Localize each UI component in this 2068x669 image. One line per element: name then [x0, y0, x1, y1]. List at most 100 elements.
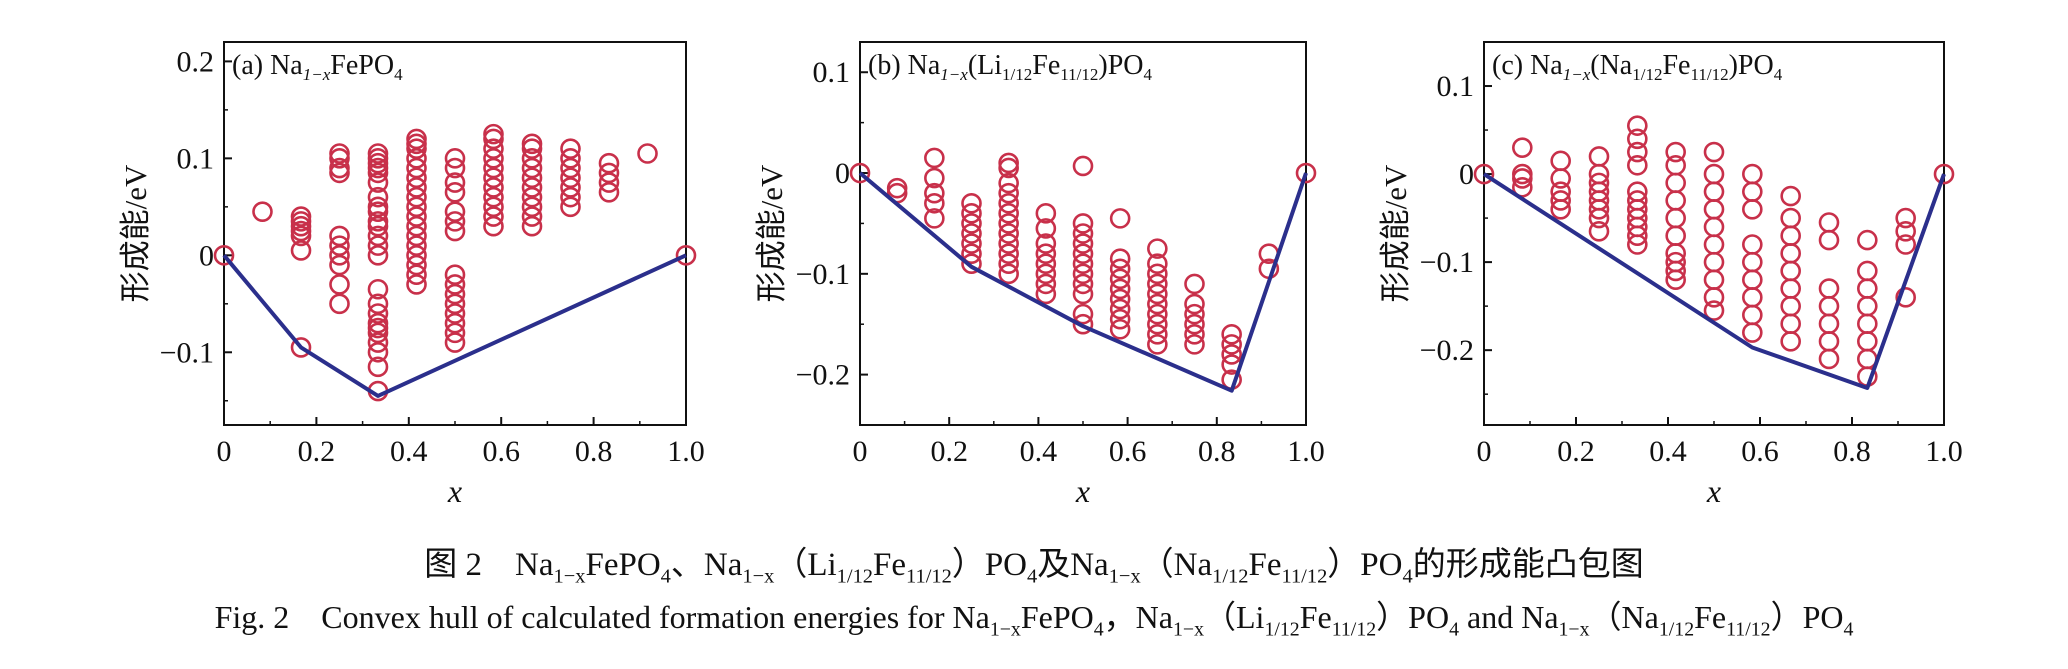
caption-cn-subscript: 1/12	[836, 565, 874, 588]
data-point	[444, 322, 466, 344]
data-point	[1742, 163, 1763, 185]
data-point	[560, 157, 581, 179]
caption-cn-text: 的形成能凸包图	[1412, 547, 1644, 583]
data-point	[1109, 248, 1131, 269]
data-point	[406, 157, 427, 179]
data-point	[444, 332, 466, 353]
caption-en-text: and Na	[1459, 599, 1559, 635]
data-point	[406, 138, 427, 159]
data-point	[1742, 181, 1763, 202]
data-point	[1035, 233, 1057, 254]
data-point	[560, 148, 581, 169]
data-point	[1072, 263, 1094, 285]
data-point	[598, 172, 620, 193]
data-point	[444, 181, 466, 203]
data-point	[521, 196, 543, 218]
data-point	[367, 341, 389, 363]
data-point	[998, 263, 1019, 285]
data-point	[1818, 295, 1840, 317]
data-point	[998, 172, 1019, 194]
x-tick-label: 0	[217, 435, 232, 468]
data-point	[1147, 283, 1168, 305]
data-point	[1780, 313, 1801, 335]
data-point	[521, 138, 543, 159]
data-point	[406, 245, 427, 266]
data-point	[406, 215, 427, 237]
data-point	[849, 162, 871, 184]
data-point	[1665, 225, 1686, 247]
data-point	[329, 225, 350, 247]
figure-caption-chinese: 图 2 Na1−xFePO4、Na1−x（Li1/12Fe11/12）PO4及N…	[0, 537, 2068, 589]
caption-cn-text: ）PO	[951, 547, 1027, 583]
data-point	[367, 303, 389, 324]
data-point	[961, 213, 982, 234]
data-point	[1818, 313, 1840, 335]
data-point	[444, 274, 466, 295]
caption-cn-text: （Na	[1140, 547, 1213, 583]
x-axis-label: x	[447, 473, 462, 509]
data-point	[924, 147, 945, 169]
x-tick-label: 0.4	[390, 435, 428, 468]
y-tick-label: −0.1	[160, 336, 214, 369]
data-point	[483, 196, 504, 218]
data-point	[252, 201, 273, 222]
chart-panel-1: 0 0.2 0.4 0.6 0.8 1.0 0.1 0 −0.1 −0.2 x 形成能/eV (b) N…	[754, 41, 1325, 509]
data-point	[444, 312, 466, 334]
data-point	[444, 157, 466, 179]
data-point	[1857, 295, 1878, 317]
data-point	[1147, 293, 1168, 315]
x-axis-label: x	[1706, 473, 1721, 509]
data-point	[1703, 300, 1725, 321]
caption-cn-subscript: 11/12	[1281, 565, 1328, 588]
data-point	[1703, 216, 1725, 238]
data-point	[1818, 229, 1840, 251]
data-point	[329, 148, 350, 169]
convex-hull-line	[1482, 172, 1946, 390]
caption-en-text: Fe	[1299, 599, 1332, 635]
data-point	[1473, 163, 1495, 185]
data-point	[1780, 278, 1801, 299]
data-point	[560, 138, 581, 159]
data-point	[998, 213, 1019, 234]
data-point	[998, 157, 1019, 179]
data-point	[924, 167, 945, 189]
data-point	[598, 181, 620, 203]
data-point	[444, 211, 466, 232]
data-point	[290, 240, 312, 261]
data-point	[367, 332, 389, 353]
caption-cn-subscript: 4	[1402, 565, 1413, 588]
data-point	[444, 303, 466, 324]
data-point	[483, 157, 504, 179]
data-point	[1780, 243, 1801, 264]
x-tick-label: 0.2	[298, 435, 336, 468]
data-point	[1072, 283, 1094, 305]
data-point	[406, 148, 427, 169]
data-point	[1780, 207, 1801, 229]
data-point	[367, 162, 389, 184]
data-point	[406, 186, 427, 208]
x-tick-label: 1.0	[1287, 435, 1325, 468]
x-tick-label: 0.6	[1741, 435, 1779, 468]
data-point	[675, 245, 697, 266]
data-point	[1512, 137, 1533, 158]
data-point	[483, 128, 504, 150]
caption-en-text: Fig. 2 Convex hull of calculated formati…	[214, 599, 990, 635]
data-point	[1780, 185, 1801, 207]
caption-en-text: FePO	[1020, 599, 1094, 635]
data-point	[1512, 176, 1533, 198]
convex-hull-line	[222, 253, 687, 398]
data-point	[1109, 268, 1131, 290]
data-point	[1035, 273, 1057, 295]
data-point	[1742, 287, 1763, 308]
data-point	[367, 293, 389, 315]
data-point	[998, 223, 1019, 244]
data-point	[483, 186, 504, 208]
caption-cn-subscript: 1−x	[1108, 565, 1141, 588]
data-point	[1857, 278, 1878, 299]
x-tick-label: 0.4	[1020, 435, 1058, 468]
caption-en-subscript: 4	[1449, 618, 1459, 641]
y-tick-label: −0.1	[1420, 246, 1474, 279]
data-point	[483, 206, 504, 227]
caption-en-subscript: 1−x	[989, 618, 1021, 641]
y-axis-label: 形成能/eV	[118, 164, 153, 302]
